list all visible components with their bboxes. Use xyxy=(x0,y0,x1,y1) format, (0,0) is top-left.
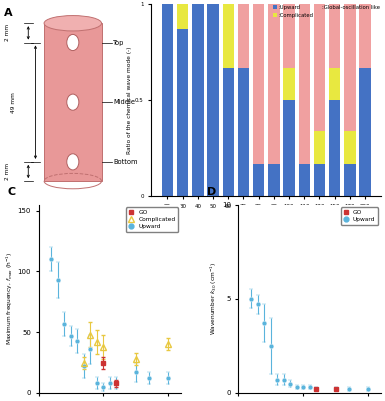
Bar xyxy=(268,164,280,196)
Bar xyxy=(223,67,234,196)
Bar xyxy=(207,4,219,196)
Bar xyxy=(177,4,188,29)
Bar xyxy=(177,29,188,196)
Bar xyxy=(344,131,355,164)
Text: Top: Top xyxy=(113,40,124,45)
Bar xyxy=(268,4,280,164)
Bar xyxy=(253,4,264,164)
Bar xyxy=(238,4,249,67)
Text: D: D xyxy=(207,187,216,197)
Bar xyxy=(283,100,295,196)
Legend: :Upward, :Complicated, :Global-oscillation like: :Upward, :Complicated, :Global-oscillati… xyxy=(272,5,381,18)
Circle shape xyxy=(67,34,79,51)
Y-axis label: Wavenumber $k_{30}$ (cm$^{-1}$): Wavenumber $k_{30}$ (cm$^{-1}$) xyxy=(209,262,219,335)
Bar xyxy=(238,67,249,196)
Y-axis label: Ratio of the chemical wave mode (-): Ratio of the chemical wave mode (-) xyxy=(127,47,132,154)
Bar xyxy=(162,4,173,196)
Text: A: A xyxy=(4,8,12,18)
Text: 49 mm: 49 mm xyxy=(11,92,16,113)
Legend: GO, Complicated, Upward: GO, Complicated, Upward xyxy=(126,207,178,232)
Text: 2 mm: 2 mm xyxy=(5,163,10,180)
Bar xyxy=(359,67,371,196)
Polygon shape xyxy=(44,23,102,181)
Ellipse shape xyxy=(44,16,102,31)
Bar xyxy=(329,100,340,196)
Bar xyxy=(314,2,325,131)
Bar xyxy=(314,164,325,196)
Text: 2 mm: 2 mm xyxy=(5,24,10,41)
Bar xyxy=(329,67,340,100)
Y-axis label: Maximum frequency, $f_{max}$ (h$^{-1}$): Maximum frequency, $f_{max}$ (h$^{-1}$) xyxy=(4,252,15,345)
Bar xyxy=(283,67,295,100)
Bar xyxy=(223,4,234,67)
Bar xyxy=(359,4,371,67)
Bar xyxy=(253,164,264,196)
Bar xyxy=(329,4,340,67)
Bar xyxy=(298,4,310,164)
Circle shape xyxy=(67,94,79,110)
Circle shape xyxy=(67,154,79,170)
X-axis label: Stop times $n$ (-): Stop times $n$ (-) xyxy=(240,215,293,225)
Bar xyxy=(344,164,355,196)
Legend: GO, Upward: GO, Upward xyxy=(341,207,378,225)
Text: Middle: Middle xyxy=(113,99,135,105)
Bar xyxy=(192,4,204,196)
Bar xyxy=(344,2,355,131)
Bar xyxy=(314,131,325,164)
Bar xyxy=(298,164,310,196)
Text: Bottom: Bottom xyxy=(113,159,137,165)
Text: C: C xyxy=(7,187,15,197)
Bar xyxy=(283,4,295,67)
